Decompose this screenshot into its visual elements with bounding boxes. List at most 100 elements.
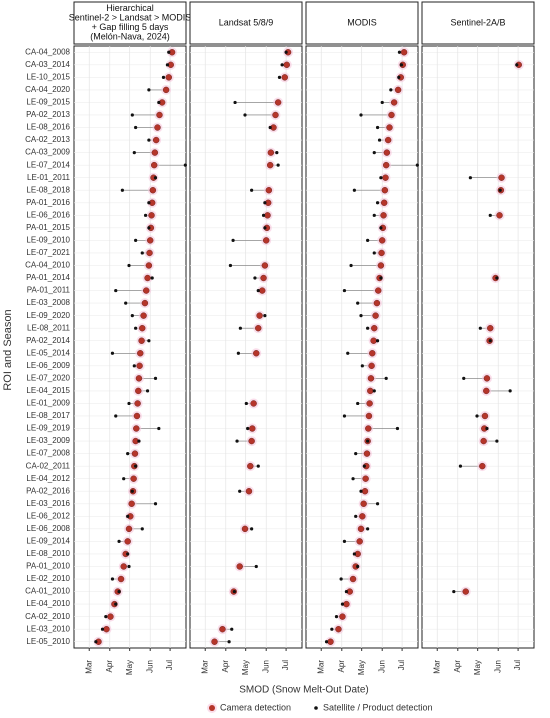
satellite-dot	[244, 401, 248, 406]
camera-dot	[259, 287, 266, 294]
x-tick-label: Apr	[105, 660, 114, 673]
x-tick-label: May	[241, 660, 250, 675]
satellite-dot	[349, 263, 353, 268]
camera-dot	[373, 299, 381, 307]
camera-dot	[150, 161, 158, 169]
camera-dot	[363, 450, 371, 457]
satellite-dot	[397, 50, 402, 54]
camera-dot	[162, 86, 170, 94]
camera-dot	[362, 475, 369, 482]
satellite-dot	[130, 314, 134, 318]
satellite-dot	[276, 163, 280, 167]
x-tick-label: Jul	[281, 660, 290, 670]
camera-dot	[145, 262, 153, 269]
y-tick-label: LE-04_2015	[26, 386, 70, 395]
satellite-dot	[254, 564, 258, 569]
camera-dot	[481, 412, 489, 420]
satellite-dot	[230, 627, 234, 631]
satellite-dot	[256, 288, 260, 293]
camera-dot	[137, 350, 144, 357]
camera-dot	[120, 563, 127, 570]
satellite-dot	[243, 113, 247, 117]
satellite-dot	[359, 113, 363, 117]
legend-label: Camera detection	[220, 702, 291, 712]
satellite-dot	[110, 351, 115, 355]
satellite-dot	[275, 151, 279, 155]
legend-label: Satellite / Product detection	[323, 702, 433, 712]
y-tick-label: LE-06_2016	[26, 210, 70, 219]
y-tick-label: LE-03_2010	[26, 624, 70, 633]
camera-dot	[154, 124, 161, 131]
satellite-dot	[362, 464, 366, 468]
satellite-dot	[235, 439, 239, 443]
x-tick-label: Jul	[397, 660, 406, 670]
satellite-dot	[140, 251, 144, 255]
satellite-dot	[475, 414, 479, 418]
satellite-dot	[134, 464, 138, 468]
satellite-dot	[495, 276, 499, 280]
satellite-dot	[117, 539, 121, 543]
panel-title: + Gap filling 5 days	[92, 22, 169, 32]
satellite-dot	[379, 176, 383, 180]
satellite-dot	[372, 389, 376, 393]
satellite-dot	[256, 464, 260, 468]
satellite-dot	[395, 426, 400, 431]
y-tick-label: LE-08_2010	[26, 549, 70, 558]
camera-dot	[156, 111, 163, 119]
satellite-dot	[238, 489, 242, 493]
y-tick-label: PA-01_2010	[26, 562, 70, 571]
satellite-dot	[344, 589, 349, 594]
x-tick-label: Jun	[145, 660, 154, 673]
satellite-dot	[94, 640, 98, 644]
y-tick-label: CA-02_2013	[25, 135, 70, 144]
camera-dot	[267, 149, 275, 156]
satellite-dot	[366, 527, 370, 531]
camera-dot	[366, 400, 373, 407]
panel-title: Hierarchical	[106, 3, 154, 13]
satellite-dot	[495, 439, 499, 443]
satellite-dot	[134, 238, 138, 242]
camera-dot	[253, 350, 260, 357]
y-tick-label: LE-08_2017	[26, 411, 70, 420]
y-tick-label: LE-08_2016	[26, 123, 70, 132]
satellite-dot	[153, 176, 158, 180]
satellite-dot	[150, 276, 154, 280]
camera-dot	[381, 187, 389, 194]
satellite-dot	[352, 188, 356, 192]
satellite-dot	[127, 263, 131, 268]
camera-dot	[498, 174, 505, 181]
satellite-dot	[137, 439, 141, 443]
camera-dot	[383, 149, 391, 156]
camera-dot	[479, 462, 486, 470]
y-tick-label: LE-09_2020	[26, 311, 70, 320]
y-tick-label: LE-06_2009	[26, 361, 70, 370]
satellite-dot	[124, 301, 128, 305]
satellite-dot	[227, 640, 231, 644]
satellite-dot	[462, 376, 466, 380]
y-tick-label: LE-01_2009	[26, 399, 70, 408]
y-tick-label: PA-02_2016	[26, 486, 70, 495]
x-tick-label: Apr	[221, 660, 230, 673]
satellite-dot	[346, 351, 350, 355]
camera-dot	[125, 525, 133, 533]
camera-dot	[365, 412, 373, 420]
satellite-dot	[366, 439, 370, 443]
satellite-dot	[384, 376, 388, 380]
camera-dot	[388, 111, 395, 119]
camera-dot	[371, 324, 378, 332]
legend-satellite-swatch	[314, 706, 318, 710]
camera-dot	[124, 538, 131, 545]
y-tick-label: LE-06_2008	[26, 524, 70, 533]
satellite-dot	[372, 151, 376, 155]
camera-dot	[245, 488, 253, 495]
camera-dot	[261, 262, 269, 269]
camera-dot	[138, 337, 145, 344]
camera-dot	[335, 625, 342, 633]
camera-dot	[375, 287, 382, 294]
camera-dot	[367, 375, 375, 382]
camera-dot	[136, 362, 143, 370]
satellite-dot	[140, 527, 144, 531]
y-tick-label: CA-04_2010	[25, 261, 70, 270]
y-tick-label: LE-05_2010	[26, 637, 70, 646]
